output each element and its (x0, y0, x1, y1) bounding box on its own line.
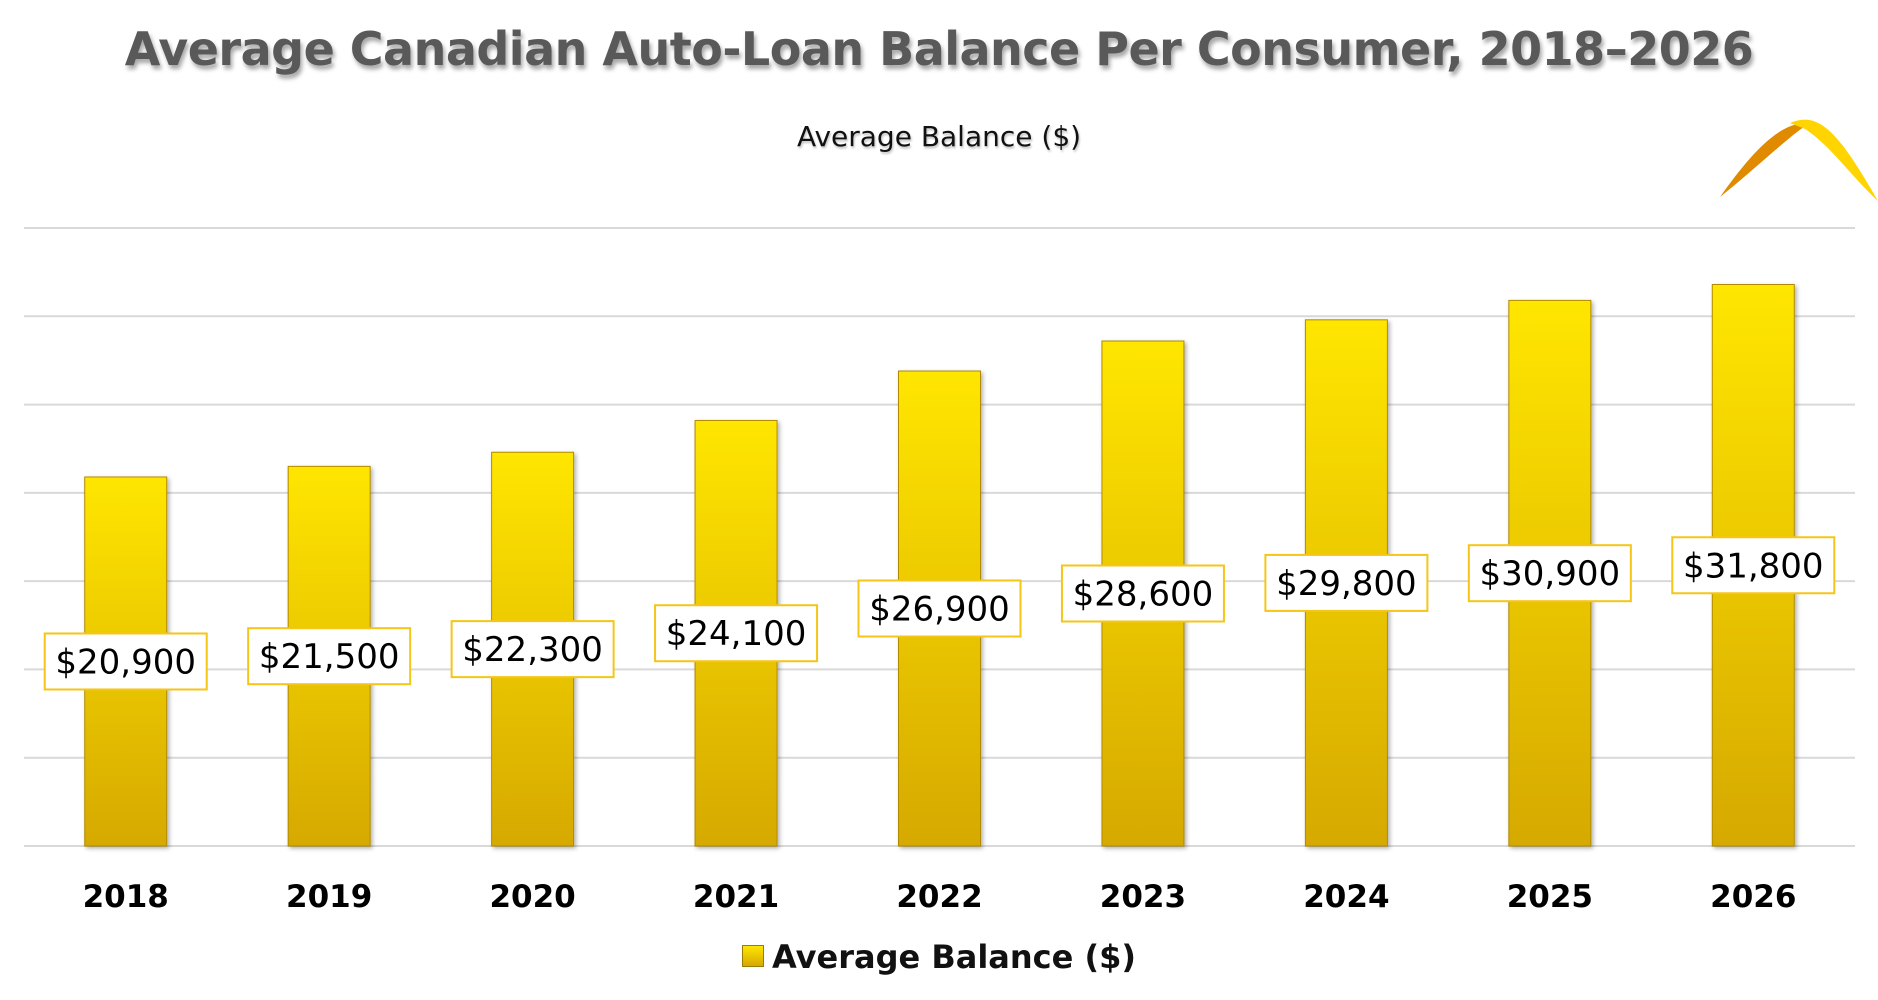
data-label-box (43, 632, 208, 691)
data-label: $24,100 (666, 614, 807, 654)
x-tick-label: 2026 (1710, 879, 1796, 915)
data-label-box (450, 620, 615, 679)
data-label: $21,500 (259, 637, 400, 677)
legend-label: Average Balance ($) (772, 938, 1136, 976)
x-tick-label: 2023 (1100, 879, 1186, 915)
data-label-box (1671, 536, 1836, 595)
data-label: $20,900 (55, 642, 196, 682)
logo-icon (1720, 119, 1878, 201)
data-label-box (1467, 544, 1632, 603)
chart-title: Average Canadian Auto-Loan Balance Per C… (124, 22, 1754, 76)
data-label-box (1060, 564, 1225, 623)
x-tick-label: 2022 (896, 879, 982, 915)
data-label: $26,900 (869, 590, 1010, 630)
data-label: $28,600 (1073, 575, 1214, 615)
x-tick-label: 2021 (693, 879, 779, 915)
data-label-box (247, 627, 412, 686)
data-label: $29,800 (1276, 564, 1417, 604)
legend-swatch (742, 945, 765, 967)
x-tick-label: 2020 (489, 879, 575, 915)
data-label: $22,300 (462, 630, 603, 670)
chart-subtitle: Average Balance ($) (796, 120, 1082, 153)
data-label-box (1264, 553, 1429, 612)
data-label: $30,900 (1480, 554, 1621, 594)
legend: Average Balance ($) (0, 938, 1878, 976)
x-tick-label: 2024 (1303, 879, 1389, 915)
x-tick-label: 2025 (1507, 879, 1593, 915)
data-label-box (654, 604, 819, 663)
data-label: $31,800 (1683, 546, 1824, 586)
data-label-box (857, 579, 1022, 638)
x-tick-label: 2019 (286, 879, 372, 915)
x-tick-label: 2018 (83, 879, 169, 915)
